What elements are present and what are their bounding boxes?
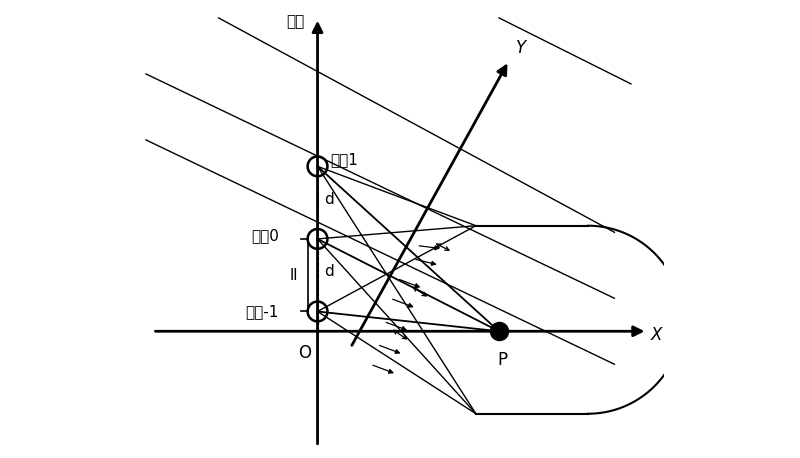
Text: 天线1: 天线1 (330, 152, 358, 167)
Text: 高度: 高度 (286, 15, 304, 30)
Text: O: O (298, 344, 311, 362)
Text: d: d (324, 264, 334, 279)
Text: 天线0: 天线0 (251, 228, 279, 243)
Text: Y: Y (515, 39, 526, 57)
Text: X: X (650, 326, 662, 344)
Text: ll: ll (290, 267, 298, 283)
Text: P: P (497, 351, 507, 369)
Text: d: d (324, 192, 334, 207)
Text: 天线-1: 天线-1 (245, 304, 278, 319)
